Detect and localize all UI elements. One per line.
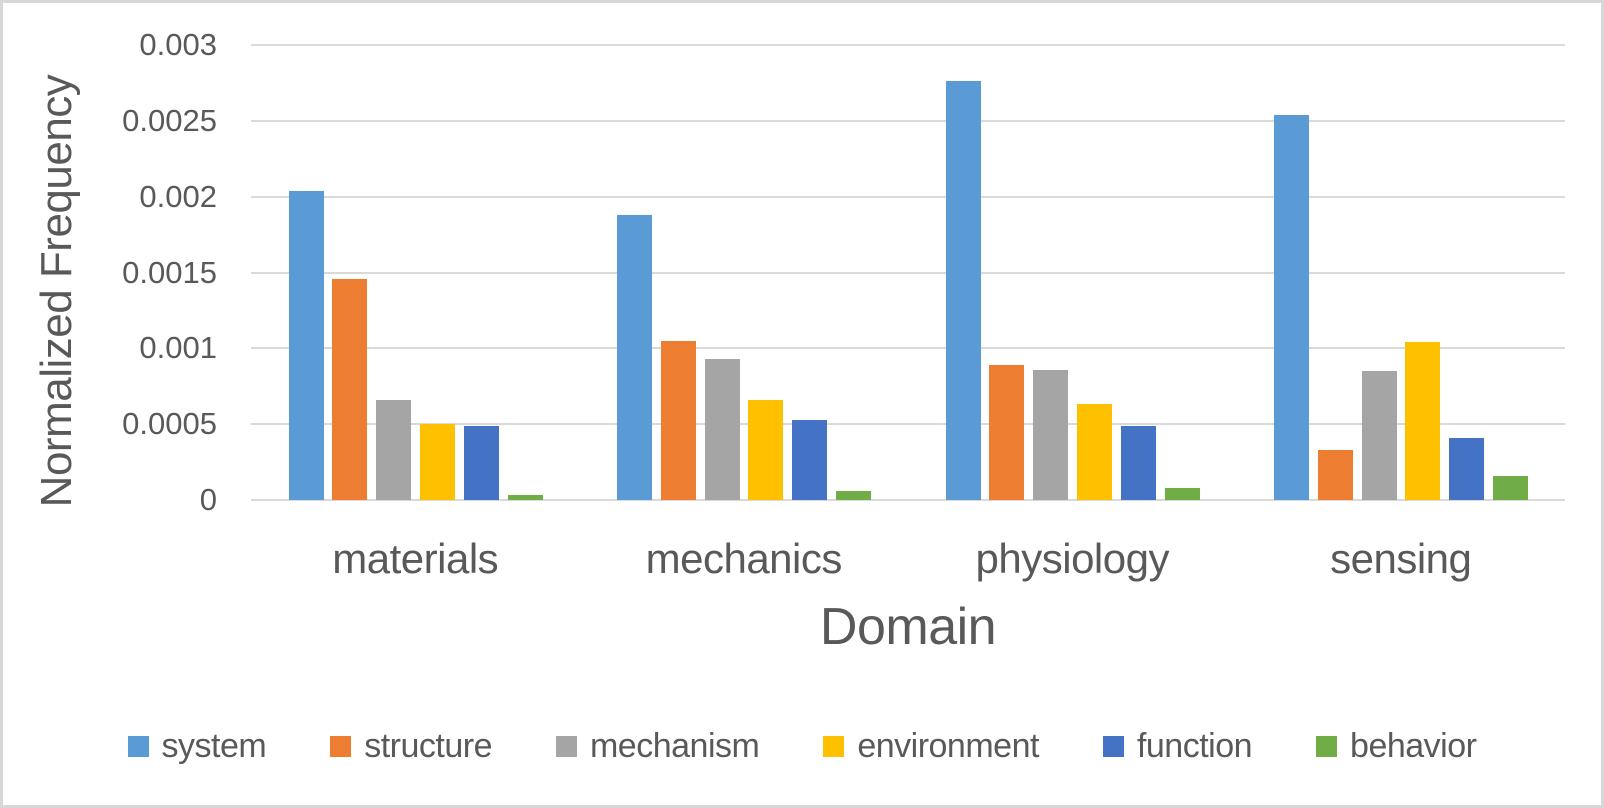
x-category-label-materials: materials bbox=[332, 535, 499, 582]
bar-group-physiology bbox=[908, 45, 1237, 500]
bar-behavior-sensing bbox=[1493, 475, 1528, 500]
gridline-y-0.0025 bbox=[251, 119, 1565, 122]
legend-label-function: function bbox=[1136, 727, 1253, 765]
x-category-label-sensing: sensing bbox=[1330, 535, 1472, 582]
bar-structure-sensing bbox=[1317, 449, 1353, 500]
legend-swatch-system bbox=[127, 736, 149, 757]
bar-environment-materials bbox=[419, 424, 455, 500]
bar-group-materials bbox=[251, 45, 580, 500]
legend-item-behavior: behavior bbox=[1316, 727, 1477, 766]
bar-environment-physiology bbox=[1076, 404, 1112, 500]
y-tick-label-0.003: 0.003 bbox=[139, 27, 217, 62]
legend-swatch-behavior bbox=[1316, 736, 1338, 757]
legend-label-structure: structure bbox=[364, 727, 492, 765]
bar-function-materials bbox=[463, 425, 499, 500]
bar-system-materials bbox=[288, 190, 324, 500]
bar-environment-sensing bbox=[1405, 342, 1441, 500]
legend-label-mechanism: mechanism bbox=[589, 727, 760, 765]
bar-structure-physiology bbox=[989, 365, 1025, 500]
bar-mechanism-physiology bbox=[1033, 369, 1069, 500]
bar-mechanism-sensing bbox=[1361, 371, 1397, 500]
legend-item-structure: structure bbox=[330, 727, 492, 766]
bar-mechanism-materials bbox=[376, 399, 412, 500]
x-category-label-mechanics: mechanics bbox=[645, 535, 843, 582]
legend-label-environment: environment bbox=[857, 727, 1039, 765]
gridline-y-0.003 bbox=[251, 44, 1565, 46]
y-tick-label-0.0015: 0.0015 bbox=[122, 254, 217, 290]
bar-mechanism-mechanics bbox=[704, 358, 740, 500]
y-tick-label-0.0025: 0.0025 bbox=[122, 102, 217, 138]
bar-function-physiology bbox=[1120, 425, 1156, 500]
legend-swatch-structure bbox=[330, 736, 352, 757]
x-axis-title: Domain bbox=[819, 598, 997, 656]
legend-swatch-mechanism bbox=[555, 736, 577, 757]
legend-swatch-function bbox=[1102, 736, 1124, 757]
y-tick-label-0.001: 0.001 bbox=[139, 330, 217, 366]
legend-item-function: function bbox=[1102, 727, 1253, 766]
y-tick-label-0.002: 0.002 bbox=[139, 178, 217, 214]
legend-item-system: system bbox=[127, 727, 267, 766]
bar-group-mechanics bbox=[580, 45, 909, 500]
bar-behavior-materials bbox=[507, 495, 543, 500]
bar-structure-mechanics bbox=[660, 340, 696, 500]
bar-function-sensing bbox=[1449, 437, 1485, 500]
x-category-label-physiology: physiology bbox=[975, 535, 1170, 582]
legend: system structure mechanism environment funct… bbox=[3, 727, 1601, 766]
y-axis-tick-labels: 0 0.0005 0.001 0.0015 0.002 0.0025 0.003 bbox=[3, 29, 217, 516]
y-tick-label-0.0005: 0.0005 bbox=[122, 406, 217, 442]
bar-environment-mechanics bbox=[748, 399, 784, 500]
gridline-y-0.0005 bbox=[251, 423, 1565, 426]
legend-item-mechanism: mechanism bbox=[555, 727, 760, 766]
gridline-y-0 bbox=[251, 499, 1565, 501]
legend-label-behavior: behavior bbox=[1350, 727, 1477, 765]
y-tick-label-0: 0 bbox=[199, 482, 217, 517]
gridline-y-0.0015 bbox=[251, 271, 1565, 274]
bar-system-physiology bbox=[945, 81, 981, 500]
bar-group-sensing bbox=[1237, 45, 1566, 500]
bar-system-mechanics bbox=[617, 214, 652, 500]
plot-area bbox=[251, 44, 1566, 501]
bar-function-mechanics bbox=[792, 419, 828, 500]
gridline-y-0.001 bbox=[251, 347, 1565, 350]
bar-system-sensing bbox=[1274, 114, 1309, 500]
bar-structure-materials bbox=[332, 278, 368, 500]
gridline-y-0.002 bbox=[251, 195, 1565, 198]
bar-behavior-mechanics bbox=[836, 490, 871, 500]
legend-label-system: system bbox=[161, 727, 267, 765]
bar-behavior-physiology bbox=[1164, 487, 1200, 500]
legend-item-environment: environment bbox=[823, 727, 1039, 766]
legend-swatch-environment bbox=[823, 736, 845, 757]
x-axis-category-labels: materials mechanics physiology sensing bbox=[251, 535, 1565, 583]
